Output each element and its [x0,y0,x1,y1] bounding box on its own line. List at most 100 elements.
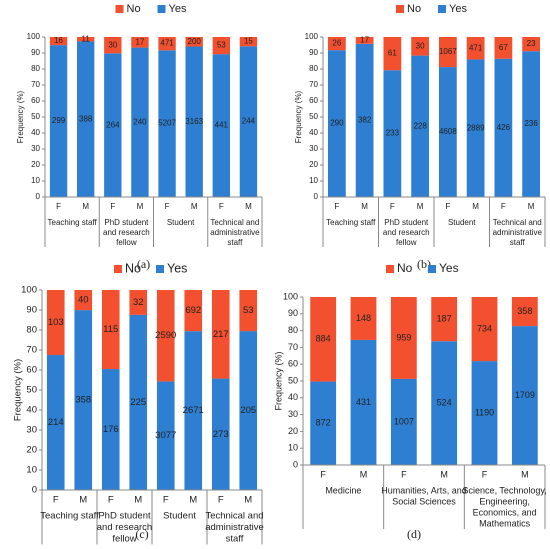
group-label: staff [510,238,526,247]
bar-segment [411,37,430,56]
legend-swatch [114,265,122,273]
data-label: 299 [52,116,66,125]
group-label: Mathematics [479,518,531,528]
x-tick-label: F [482,469,488,479]
bar-segment [77,37,95,42]
data-label: 240 [133,117,147,126]
data-label: 148 [356,313,371,323]
x-tick-label: F [163,495,169,506]
bar-segment [74,310,93,490]
y-tick-label: 90 [26,305,37,316]
data-label: 2671 [183,405,204,416]
caption: (b) [417,257,431,271]
group-label: Social Sciences [392,496,456,506]
data-label: 17 [135,37,144,46]
bar-segment [49,45,68,197]
y-tick-label: 50 [26,385,37,396]
group-label: Medicine [325,485,361,495]
y-tick-label: 50 [309,112,318,121]
bar-segment [310,381,337,465]
data-label: 1709 [515,390,535,400]
bar-segment [350,339,377,465]
x-tick-label: M [521,469,529,479]
x-tick-label: F [56,202,61,211]
data-label: 53 [217,41,226,50]
x-tick-label: M [191,202,198,211]
data-label: 26 [332,39,341,48]
y-tick-label: 50 [288,375,298,385]
x-tick-label: F [218,495,224,506]
data-label: 17 [360,36,369,45]
group-label: Student [163,511,196,522]
x-tick-label: F [334,202,339,211]
bar-segment [466,37,485,60]
data-label: 4608 [439,127,457,136]
bar-segment [522,37,541,52]
y-axis-title: Frequency (%) [13,359,24,421]
y-tick-label: 80 [288,325,298,335]
data-label: 471 [160,39,174,48]
bar-segment [466,59,485,197]
y-tick-label: 40 [31,128,40,137]
x-tick-label: M [360,469,368,479]
x-tick-label: F [390,202,395,211]
y-tick-label: 0 [32,485,37,496]
bar-segment [239,37,258,47]
bar-segment [471,361,498,465]
x-tick-label: M [244,495,252,506]
x-tick-label: M [440,469,448,479]
data-label: 115 [103,324,118,335]
data-label: 30 [416,41,425,50]
x-tick-label: M [82,202,89,211]
data-label: 290 [330,119,344,128]
y-tick-label: 30 [31,144,40,153]
x-tick-label: F [110,202,115,211]
x-tick-label: M [417,202,424,211]
data-label: 176 [103,424,119,435]
y-tick-label: 70 [288,342,298,352]
data-label: 5207 [158,119,176,128]
data-label: 358 [75,395,91,406]
group-label: Engineering, [479,496,530,506]
bar-segment [494,37,513,59]
caption: (d) [407,527,421,541]
caption: (c) [135,527,148,541]
bar-segment [438,67,457,197]
y-axis-title: Frequency (%) [294,90,303,143]
caption: (a) [137,257,150,271]
legend-label: No [397,261,413,275]
group-label: administrative [493,228,543,237]
bar-segment [46,290,65,355]
bar-segment [46,354,65,490]
x-tick-label: F [219,202,224,211]
y-tick-label: 30 [309,144,318,153]
x-tick-label: F [53,495,59,506]
y-tick-label: 0 [314,192,319,201]
bar-segment [390,297,417,379]
y-tick-label: 0 [293,459,298,469]
data-label: 426 [497,123,511,132]
bar-segment [184,290,203,332]
bar-segment [431,297,458,342]
data-label: 471 [469,43,483,52]
data-label: 40 [78,295,89,306]
group-label: and research [383,228,430,237]
bar-segment [101,369,120,490]
data-label: 214 [48,417,64,428]
y-tick-label: 20 [26,445,37,456]
y-tick-label: 100 [21,285,37,296]
bar-segment [129,314,148,490]
legend-label: Yes [449,3,467,15]
y-tick-label: 10 [26,465,37,476]
bar-segment [438,37,457,68]
y-tick-label: 40 [288,392,298,402]
data-label: 264 [106,120,120,129]
x-tick-label: F [445,202,450,211]
bar-segment [355,37,374,44]
legend-swatch [428,265,436,273]
group-label: fellow [396,238,417,247]
y-tick-label: 80 [309,64,318,73]
bar-segment [104,37,122,54]
group-label: PhD student [98,511,151,522]
